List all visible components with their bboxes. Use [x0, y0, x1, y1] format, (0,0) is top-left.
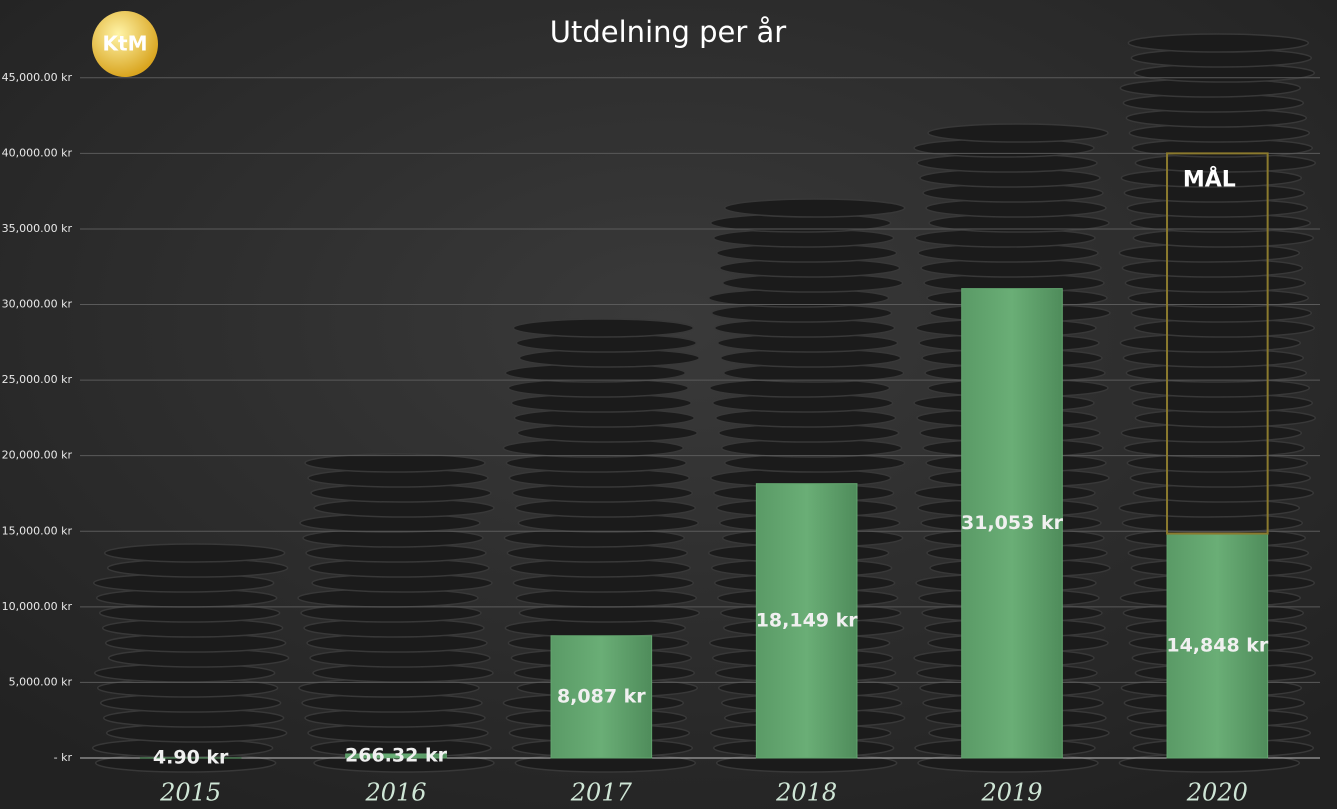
coin	[723, 198, 906, 218]
coin	[512, 318, 695, 338]
x-tick-label: 2020	[1186, 779, 1248, 807]
y-tick-label: - kr	[54, 751, 73, 764]
value-label: 18,149 kr	[756, 609, 859, 631]
y-tick-label: 20,000.00 kr	[2, 449, 73, 462]
x-tick-label: 2016	[364, 779, 426, 807]
logo	[92, 11, 158, 77]
x-tick-label: 2019	[980, 779, 1042, 807]
x-tick-label: 2015	[159, 779, 221, 807]
logo-text: KtM	[103, 32, 148, 56]
coin	[1127, 33, 1310, 53]
coin	[927, 123, 1109, 143]
value-label: 31,053 kr	[961, 512, 1064, 534]
coin	[103, 543, 286, 563]
bar	[961, 288, 1063, 759]
goal-label: MÅL	[1183, 166, 1236, 192]
bar	[755, 483, 858, 759]
y-tick-label: 10,000.00 kr	[2, 600, 73, 613]
y-tick-label: 45,000.00 kr	[2, 71, 73, 84]
x-tick-label: 2017	[570, 779, 633, 807]
coin	[304, 453, 486, 473]
y-tick-label: 15,000.00 kr	[2, 524, 73, 537]
y-tick-label: 35,000.00 kr	[2, 222, 73, 235]
y-tick-label: 25,000.00 kr	[2, 373, 73, 386]
chart-title: Utdelning per år	[550, 15, 787, 49]
value-label: 8,087 kr	[557, 685, 646, 707]
bar	[550, 635, 653, 759]
y-tick-label: 5,000.00 kr	[9, 675, 73, 688]
goal-bar	[1166, 152, 1269, 535]
value-label: 266.32 kr	[345, 744, 448, 766]
value-label: 4.90 kr	[153, 746, 229, 768]
x-tick-label: 2018	[775, 779, 837, 807]
bar	[1166, 533, 1269, 759]
value-label: 14,848 kr	[1166, 634, 1269, 656]
bar	[345, 753, 447, 759]
y-tick-label: 30,000.00 kr	[2, 298, 73, 311]
y-tick-label: 40,000.00 kr	[2, 146, 73, 159]
